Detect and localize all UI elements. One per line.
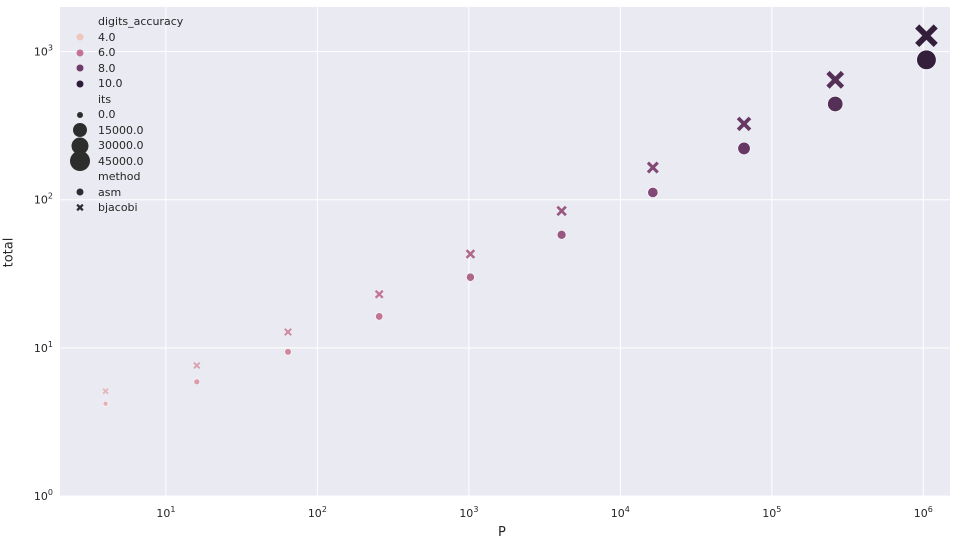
legend-size-circle-icon [77,111,83,118]
asm-point [737,141,751,155]
legend-hue-item: 4.0 [70,30,183,46]
legend-swatch-circle-icon [76,80,84,88]
legend-hue-item: 10.0 [70,76,183,92]
bjacobi-point [736,116,752,132]
asm-point [193,378,201,386]
plot-area [60,7,950,496]
asm-point [102,400,109,407]
legend-size-item: 45000.0 [70,151,183,172]
legend-cross-marker-icon: ✖ [75,201,85,215]
legend-size-circle-icon [70,151,90,172]
legend-hue-item: 8.0 [70,61,183,77]
bjacobi-point [915,24,938,48]
x-tick-labels: 101 102 103 104 105 106 [156,505,933,520]
x-tick-label: 105 [762,505,781,520]
legend-size-title: its [98,92,112,106]
legend-hue-title: digits_accuracy [98,15,184,28]
legend-style-title: method [98,170,141,183]
asm-point [375,312,384,321]
legend-swatch-circle-icon [76,33,84,41]
legend-swatch-circle-icon [76,64,84,72]
bjacobi-point [646,161,659,174]
legend-size-item: 0.0 [70,107,183,123]
asm-point [466,272,475,282]
x-tick-label: 103 [459,505,478,520]
bjacobi-point [102,388,109,395]
bjacobi-point [465,249,476,259]
bjacobi-point [284,328,292,336]
asm-point [916,49,937,70]
x-axis-label: P [498,525,506,540]
x-tick-label: 101 [156,505,175,520]
legend-size-circle-icon [73,123,87,138]
legend-style-item: ✖ bjacobi [75,201,138,215]
legend-swatch-circle-icon [76,49,84,57]
legend-circle-marker-icon [76,188,84,196]
y-tick-label: 103 [34,44,53,59]
x-tick-label: 104 [611,505,630,520]
legend-size-item: 30000.0 [70,137,183,155]
legend-size-item: 15000.0 [70,123,183,139]
y-tick-label: 102 [34,192,53,207]
legend-style-item: asm [70,185,183,201]
bjacobi-point [556,205,567,217]
asm-point [556,230,567,240]
legend: digits_accuracy 4.0 6.0 8.0 10.0 its 0.0… [70,14,183,216]
legend-size-circle-icon [71,137,89,155]
legend-hue-item: 6.0 [70,45,183,61]
y-tick-labels: 100 101 102 103 [34,44,53,503]
y-tick-label: 100 [34,488,53,503]
x-tick-label: 102 [308,505,327,520]
bjacobi-point [374,289,384,299]
y-tick-label: 101 [34,340,53,355]
asm-point [284,348,292,356]
asm-point [827,96,844,112]
data-points [102,24,938,407]
bjacobi-point [826,70,845,89]
asm-point [647,186,659,198]
x-tick-label: 106 [914,505,933,520]
bjacobi-point [193,362,201,370]
y-axis-label: total [1,237,17,268]
